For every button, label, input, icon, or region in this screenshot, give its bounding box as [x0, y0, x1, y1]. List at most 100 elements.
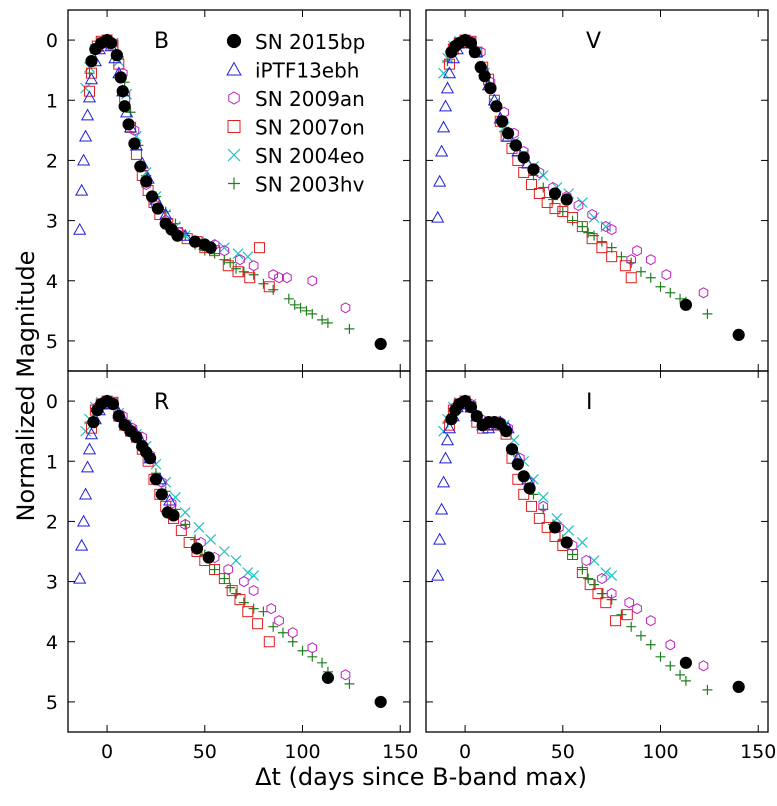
x-tick-label: 0	[459, 741, 471, 763]
data-point	[77, 514, 91, 527]
data-point	[230, 555, 242, 566]
data-point	[632, 603, 642, 615]
data-point	[645, 639, 656, 650]
x-tick-label: 100	[642, 741, 678, 763]
data-point	[655, 281, 666, 292]
series-sn-2015bp	[87, 394, 387, 709]
data-point	[632, 245, 642, 257]
data-point	[538, 182, 549, 193]
data-point	[606, 570, 618, 581]
data-point	[163, 493, 177, 506]
legend-label-sn-2004eo: SN 2004eo	[255, 144, 364, 168]
data-point	[560, 193, 573, 206]
data-point	[621, 609, 633, 621]
data-point	[274, 615, 284, 627]
y-tick-label: 3	[46, 211, 58, 233]
data-point	[586, 233, 598, 245]
data-point	[624, 597, 635, 609]
legend-label-sn-2015bp: SN 2015bp	[255, 30, 365, 54]
x-tick-label: 0	[101, 741, 113, 763]
data-point	[231, 588, 242, 599]
series-sn-2003hv	[84, 396, 355, 689]
data-point	[268, 284, 279, 295]
data-point	[509, 139, 522, 152]
panel-v: V	[425, 9, 769, 372]
data-point	[606, 594, 617, 605]
data-point	[438, 451, 453, 464]
legend-marker-sn-2004eo	[227, 148, 241, 162]
data-point	[82, 442, 97, 455]
data-point	[600, 567, 612, 578]
data-point	[170, 491, 181, 503]
data-point	[679, 656, 693, 669]
series-sn-2004eo	[438, 34, 612, 233]
series-sn-2004eo	[80, 395, 260, 581]
data-point	[661, 269, 672, 281]
data-point	[645, 615, 656, 627]
data-point	[263, 281, 275, 293]
data-point	[167, 509, 180, 522]
y-tick-label: 5	[46, 331, 58, 353]
data-point	[344, 678, 355, 689]
data-point	[180, 518, 191, 530]
data-point	[134, 160, 147, 173]
data-point	[596, 588, 607, 599]
data-point	[616, 251, 627, 262]
data-point	[431, 568, 445, 581]
data-point	[219, 254, 230, 265]
x-tick-label: 50	[551, 741, 575, 763]
data-point	[84, 72, 99, 85]
data-point	[232, 266, 244, 278]
data-point	[576, 537, 588, 548]
data-point	[266, 603, 277, 615]
data-point	[80, 108, 95, 121]
data-point	[567, 212, 579, 224]
data-point	[665, 660, 676, 671]
y-tick-label: 4	[46, 271, 58, 293]
data-point	[80, 460, 95, 473]
data-point	[254, 242, 266, 254]
y-tick-label: 1	[46, 90, 58, 112]
data-point	[442, 66, 457, 79]
data-point	[317, 314, 328, 325]
series-sn-2015bp	[85, 33, 387, 351]
series-sn-2003hv	[442, 396, 713, 695]
data-point	[665, 287, 676, 298]
data-point	[112, 410, 125, 423]
data-point	[549, 203, 561, 215]
data-point	[511, 458, 524, 471]
series-sn-2015bp	[445, 33, 745, 341]
data-point	[606, 251, 618, 263]
data-point	[468, 46, 481, 59]
data-point	[155, 488, 168, 501]
data-point	[584, 579, 596, 591]
data-point	[104, 36, 118, 50]
data-point	[317, 657, 328, 668]
data-point	[125, 107, 136, 118]
data-point	[78, 487, 93, 500]
data-point	[234, 594, 246, 606]
data-point	[179, 506, 191, 518]
panel-r: 0 50 100 150 0 1 2 3 4 5 R	[46, 370, 418, 763]
data-point	[268, 269, 278, 281]
y-tick-label: 0	[46, 30, 58, 52]
data-point	[193, 522, 205, 533]
data-point	[702, 308, 713, 319]
data-point	[263, 636, 275, 648]
data-point	[110, 49, 123, 62]
legend-label-sn-2003hv: SN 2003hv	[255, 173, 365, 197]
series-sn-2007on	[83, 34, 275, 293]
data-point	[577, 221, 588, 232]
data-point	[675, 669, 686, 680]
data-point	[248, 269, 259, 280]
data-point	[436, 120, 451, 133]
data-point	[645, 254, 656, 266]
legend-marker-sn-2009an	[228, 91, 240, 105]
data-point	[235, 254, 245, 266]
data-point	[431, 210, 445, 223]
data-point	[295, 302, 306, 313]
x-tick-label: 150	[740, 741, 776, 763]
data-point	[222, 260, 234, 272]
data-point	[560, 536, 573, 549]
